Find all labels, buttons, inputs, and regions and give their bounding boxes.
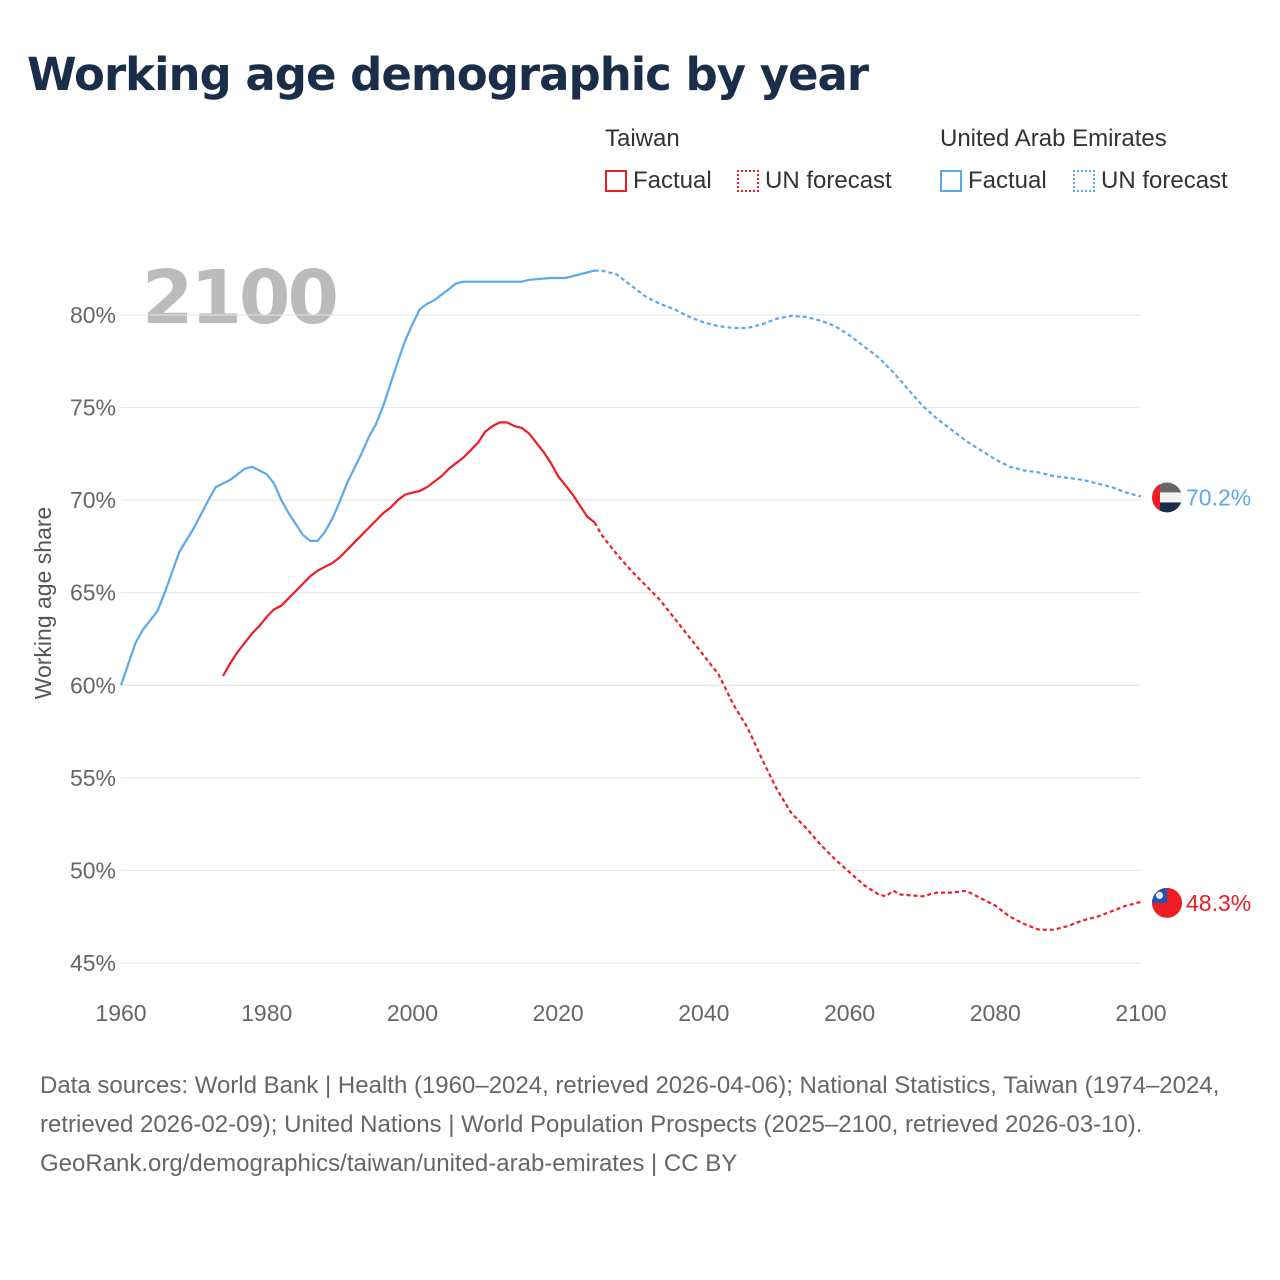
legend-swatch-solid	[940, 170, 962, 192]
x-tick-label: 2020	[533, 1000, 584, 1026]
series-line-taiwan-factual	[222, 421, 596, 677]
credit-link[interactable]: GeoRank.org/demographics/taiwan/united-a…	[40, 1150, 738, 1177]
end-value-label-uae: 70.2%	[1186, 484, 1251, 510]
y-tick-label: 55%	[70, 765, 116, 791]
legend-label: Factual	[968, 167, 1047, 194]
data-sources: Data sources: World Bank | Health (1960–…	[40, 1072, 1220, 1138]
legend-uae-factual[interactable]: Factual	[940, 167, 1047, 195]
legend-label: Factual	[633, 167, 712, 194]
y-tick-label: 75%	[70, 395, 116, 421]
year-label: 2100	[142, 255, 336, 341]
x-tick-label: 2040	[678, 1000, 729, 1026]
x-tick-label: 2100	[1115, 1000, 1166, 1026]
y-tick-label: 45%	[70, 950, 116, 976]
x-tick-label: 1960	[95, 1000, 146, 1026]
x-tick-label: 2060	[824, 1000, 875, 1026]
end-value-label-taiwan: 48.3%	[1186, 890, 1251, 916]
page-title: Working age demographic by year	[27, 48, 869, 101]
legend-swatch-solid	[605, 170, 627, 192]
legend-label: UN forecast	[765, 167, 892, 194]
legend-swatch-dotted	[737, 170, 759, 192]
legend-uae-forecast[interactable]: UN forecast	[1073, 167, 1228, 195]
legend-taiwan-factual[interactable]: Factual	[605, 167, 712, 195]
footer: Data sources: World Bank | Health (1960–…	[40, 1066, 1240, 1183]
legend-title-taiwan: Taiwan	[605, 125, 680, 152]
series-line-taiwan-forecast	[593, 521, 1142, 931]
y-tick-label: 65%	[70, 580, 116, 606]
y-tick-label: 60%	[70, 672, 116, 698]
legend-title-uae: United Arab Emirates	[940, 125, 1167, 152]
legend-taiwan-forecast[interactable]: UN forecast	[737, 167, 892, 195]
y-axis-label: Working age share	[30, 507, 56, 700]
y-tick-label: 50%	[70, 857, 116, 883]
uae-flag-icon	[1152, 482, 1182, 513]
y-tick-label: 70%	[70, 487, 116, 513]
series-line-united-arab-emirates-factual	[119, 269, 595, 686]
x-tick-label: 2080	[970, 1000, 1021, 1026]
taiwan-flag-icon	[1152, 887, 1182, 918]
line-chart: 2100 45% 50% 55% 60% 65% 70% 75% 80% 1960 1980 200…	[30, 255, 1251, 1026]
legend-label: UN forecast	[1101, 167, 1228, 194]
legend-swatch-dotted	[1073, 170, 1095, 192]
x-tick-label: 1980	[241, 1000, 292, 1026]
x-tick-label: 2000	[387, 1000, 438, 1026]
y-tick-label: 80%	[70, 302, 116, 328]
series-line-united-arab-emirates-forecast	[594, 269, 1142, 498]
